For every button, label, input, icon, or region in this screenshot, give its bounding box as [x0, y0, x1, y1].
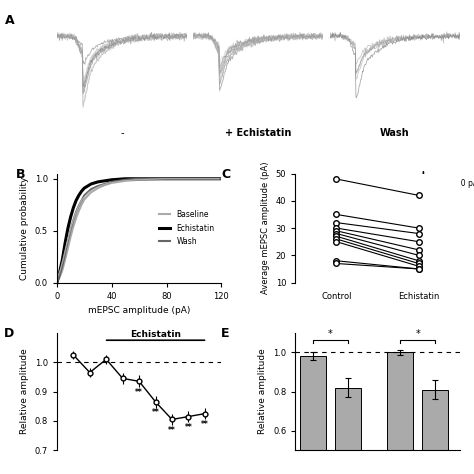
Echistatin: [54, 280, 60, 285]
Baseline: [68, 234, 73, 240]
Text: E: E: [221, 327, 230, 340]
Echistatin: [95, 179, 101, 185]
Bar: [335, 388, 361, 474]
Echistatin: [65, 226, 71, 231]
Y-axis label: Average mEPSC amplitude (pA): Average mEPSC amplitude (pA): [261, 162, 270, 294]
Text: **: **: [152, 408, 159, 417]
Wash: [109, 179, 115, 185]
Line: Baseline: Baseline: [57, 179, 221, 283]
Text: *: *: [415, 329, 420, 339]
Wash: [102, 181, 108, 187]
Wash: [57, 273, 63, 278]
Wash: [71, 218, 76, 223]
Echistatin: [164, 176, 169, 182]
Echistatin: [71, 205, 76, 210]
Text: **: **: [168, 426, 176, 435]
Baseline: [123, 178, 128, 183]
Baseline: [164, 176, 169, 182]
Echistatin: [79, 188, 84, 194]
Baseline: [54, 280, 60, 285]
Text: **: **: [135, 388, 143, 397]
Wash: [54, 280, 60, 285]
Text: A: A: [5, 14, 14, 27]
Baseline: [76, 208, 82, 214]
Echistatin: [123, 176, 128, 182]
Text: 20 pA: 20 pA: [456, 179, 474, 188]
Echistatin: [73, 198, 79, 203]
Wash: [82, 192, 87, 198]
Wash: [62, 251, 68, 256]
Wash: [164, 176, 169, 182]
Line: Echistatin: Echistatin: [57, 179, 221, 283]
Text: **: **: [184, 423, 192, 432]
Wash: [73, 209, 79, 215]
Baseline: [191, 176, 197, 182]
Wash: [136, 176, 142, 182]
Baseline: [82, 197, 87, 202]
Baseline: [95, 185, 101, 191]
Echistatin: [109, 177, 115, 182]
Y-axis label: Relative amplitude: Relative amplitude: [20, 349, 29, 435]
Text: + Echistatin: + Echistatin: [225, 128, 292, 138]
Text: B: B: [16, 168, 25, 181]
Baseline: [109, 180, 115, 186]
Text: *: *: [328, 329, 333, 339]
Text: 2 ms: 2 ms: [429, 206, 447, 215]
Baseline: [57, 274, 63, 280]
Text: Wash: Wash: [380, 128, 410, 138]
Text: D: D: [4, 327, 15, 340]
Text: -: -: [120, 128, 124, 138]
Baseline: [102, 182, 108, 188]
Baseline: [79, 202, 84, 208]
Wash: [191, 176, 197, 182]
Baseline: [62, 257, 68, 263]
Y-axis label: Relative amplitude: Relative amplitude: [258, 349, 267, 435]
Baseline: [65, 246, 71, 251]
Legend: Baseline, Echistatin, Wash: Baseline, Echistatin, Wash: [155, 207, 218, 249]
Wash: [65, 238, 71, 244]
Baseline: [73, 215, 79, 221]
Baseline: [88, 190, 94, 195]
Echistatin: [68, 214, 73, 220]
Wash: [60, 263, 65, 269]
Wash: [88, 186, 94, 192]
Baseline: [60, 267, 65, 273]
Echistatin: [191, 176, 197, 182]
Text: Echistatin: Echistatin: [130, 330, 181, 339]
Wash: [79, 198, 84, 203]
Wash: [123, 177, 128, 182]
Line: Wash: Wash: [57, 179, 221, 283]
Bar: [300, 356, 326, 474]
X-axis label: mEPSC amplitude (pA): mEPSC amplitude (pA): [88, 306, 190, 315]
Echistatin: [60, 257, 65, 263]
Wash: [95, 183, 101, 189]
Baseline: [71, 224, 76, 229]
Baseline: [219, 176, 224, 182]
Echistatin: [57, 269, 63, 275]
Echistatin: [136, 176, 142, 182]
Bar: [387, 353, 413, 474]
Text: C: C: [221, 168, 230, 181]
Wash: [68, 227, 73, 232]
Echistatin: [102, 178, 108, 183]
Echistatin: [62, 240, 68, 246]
Baseline: [136, 177, 142, 182]
Echistatin: [82, 185, 87, 191]
Echistatin: [219, 176, 224, 182]
Bar: [422, 390, 448, 474]
Wash: [76, 203, 82, 209]
Text: **: **: [201, 420, 209, 429]
Wash: [219, 176, 224, 182]
Y-axis label: Cumulative probability: Cumulative probability: [20, 176, 29, 280]
Echistatin: [76, 192, 82, 198]
Echistatin: [88, 181, 94, 187]
